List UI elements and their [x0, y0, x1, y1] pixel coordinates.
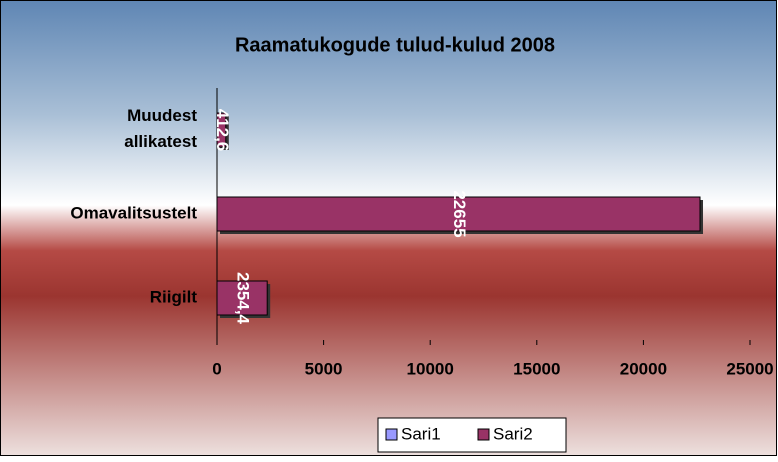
y-tick-label: Omavalitsustelt — [70, 203, 197, 222]
x-tick-label: 5000 — [305, 359, 343, 378]
legend-swatch — [385, 428, 398, 441]
value-label: 2354,4 — [234, 272, 253, 325]
x-tick-label: 15000 — [513, 359, 560, 378]
bar — [216, 112, 227, 148]
x-tick-label: 10000 — [407, 359, 454, 378]
legend-swatch — [477, 428, 490, 441]
x-tick-label: 25000 — [726, 359, 773, 378]
legend-label: Sari1 — [401, 424, 441, 443]
x-tick-label: 20000 — [620, 359, 667, 378]
bar — [216, 196, 701, 232]
chart-title: Raamatukogude tulud-kulud 2008 — [235, 34, 555, 56]
value-label: 22655 — [450, 190, 469, 237]
value-label: 412,6 — [213, 109, 232, 152]
y-tick-label: Muudest allikatest — [124, 106, 197, 151]
x-tick-label: 0 — [212, 359, 221, 378]
bar — [216, 280, 268, 316]
legend-label: Sari2 — [493, 424, 533, 443]
y-tick-label: Riigilt — [150, 287, 198, 306]
legend — [377, 417, 567, 453]
